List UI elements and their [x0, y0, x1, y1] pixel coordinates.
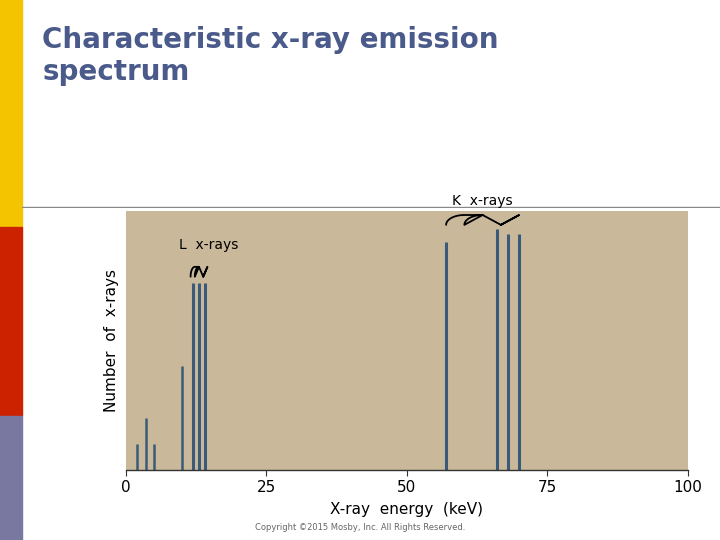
Text: Characteristic x-ray emission
spectrum: Characteristic x-ray emission spectrum: [42, 26, 499, 86]
X-axis label: X-ray  energy  (keV): X-ray energy (keV): [330, 502, 483, 517]
Bar: [0, 0, 22, 227]
Text: L  x-rays: L x-rays: [179, 238, 239, 252]
Y-axis label: Number  of  x-rays: Number of x-rays: [104, 269, 119, 411]
Bar: [0, 227, 22, 416]
Text: K  x-rays: K x-rays: [451, 194, 513, 208]
Text: Copyright ©2015 Mosby, Inc. All Rights Reserved.: Copyright ©2015 Mosby, Inc. All Rights R…: [255, 523, 465, 532]
Bar: [0, 416, 22, 540]
